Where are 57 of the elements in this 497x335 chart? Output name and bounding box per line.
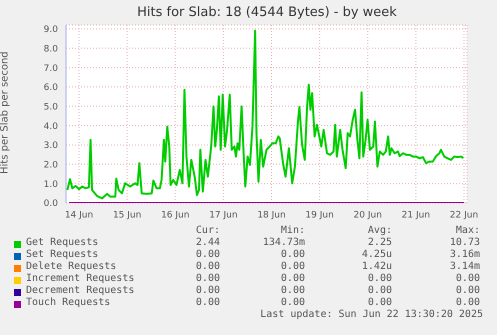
text: 0.00 [280,249,305,260]
text: 0.00 [280,273,305,284]
x-tick-label: 17 Jun [209,210,238,220]
text: Avg: [368,225,392,236]
text: 3.14m [450,261,480,272]
text: 0.00 [456,273,480,284]
chart-title: Hits for Slab: 18 (4544 Bytes) - by week [137,5,398,20]
text: 0.00 [280,261,305,272]
text: 0.00 [368,297,392,308]
x-tick-label: 14 Jun [64,210,94,220]
text: 0.00 [196,285,220,296]
text: 0.00 [456,297,480,308]
text: Cur: [196,225,220,236]
text: 2.25 [368,237,392,248]
y-tick-label: 0.0 [44,199,58,210]
text: 0.00 [456,285,480,296]
y-tick-label: 3.0 [44,141,58,152]
text: 0.00 [196,297,220,308]
text: 0.00 [196,273,220,284]
y-tick-label: 2.0 [44,160,58,170]
text: 0.00 [196,261,220,272]
text: 0.00 [368,285,392,296]
text: 0.00 [196,249,220,260]
y-tick-label: 5.0 [44,102,58,112]
text: 0.00 [368,273,392,284]
y-tick-label: 4.0 [44,122,58,132]
x-tick-label: 22 Jun [450,210,478,220]
text: 4.25u [362,249,392,260]
text: 10.73 [450,237,480,248]
y-tick-label: 7.0 [44,64,58,74]
y-axis-title: Hits per Slab per second [0,51,11,174]
legend-label: Set Requests [26,249,98,260]
line-series [66,30,464,200]
y-tick-label: 8.0 [44,44,58,54]
y-tick-label: 6.0 [44,83,58,94]
legend-label: Touch Requests [26,297,110,308]
x-tick-label: 19 Jun [305,210,334,220]
text: Min: [280,225,305,236]
text: 0.00 [280,297,305,308]
legend-label: Decrement Requests [26,285,134,296]
x-tick-label: 18 Jun [257,210,286,220]
x-tick-label: 21 Jun [402,210,430,220]
text: 2.44 [196,237,220,248]
y-tick-label: 9.0 [44,25,58,36]
legend-label: Get Requests [26,237,98,248]
x-tick-label: 20 Jun [354,210,382,220]
text: Last update: Sun Jun 22 13:30:20 2025 [260,309,483,320]
legend-label: Increment Requests [26,273,134,284]
text: 134.73m [262,237,305,248]
text: Max: [456,225,480,236]
text: 3.16m [450,249,480,260]
y-tick-label: 1.0 [44,180,58,190]
text: 1.42u [362,261,392,272]
x-tick-label: 15 Jun [112,210,142,220]
legend-label: Delete Requests [26,261,116,272]
text: 0.00 [280,285,305,296]
x-tick-label: 16 Jun [161,210,190,220]
